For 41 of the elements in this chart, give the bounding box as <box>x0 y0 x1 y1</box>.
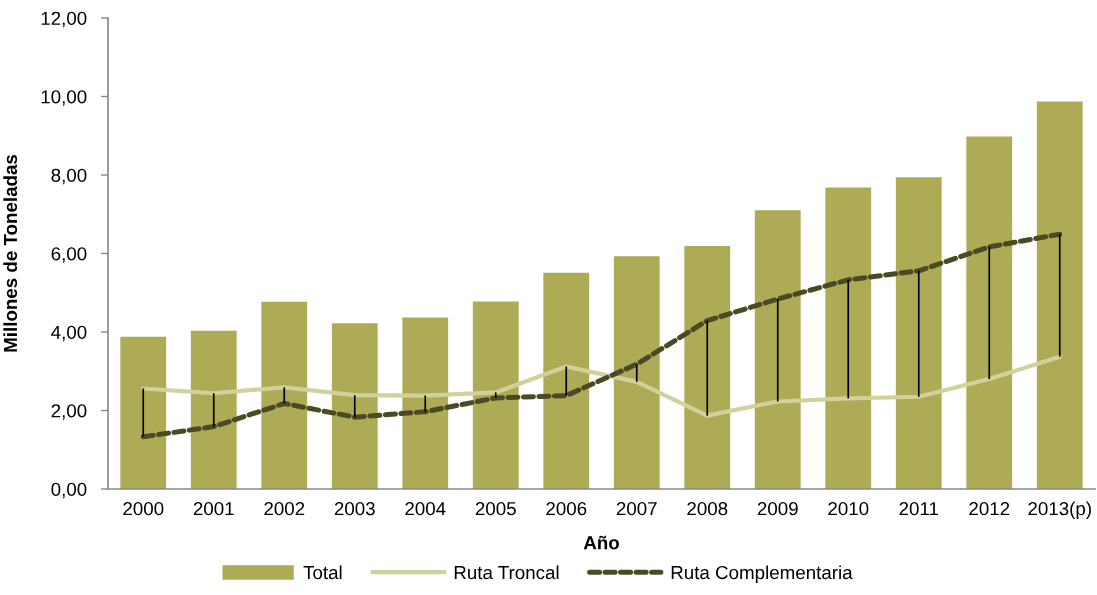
x-axis-title: Año <box>583 535 619 550</box>
y-axis-title: Millones de Toneladas <box>3 154 18 352</box>
bar <box>190 330 237 489</box>
bar <box>613 256 660 489</box>
x-tick-label: 2004 <box>405 502 446 516</box>
bar <box>543 272 590 489</box>
bar <box>261 301 308 489</box>
bar <box>1036 101 1083 489</box>
legend-label: Total <box>303 565 342 580</box>
x-tick-label: 2008 <box>687 502 728 516</box>
x-tick-label: 2011 <box>899 502 938 516</box>
y-tick-label: 0,00 <box>51 482 87 499</box>
legend-label: Ruta Troncal <box>454 565 559 580</box>
y-tick-label: 4,00 <box>51 325 87 342</box>
x-tick-label: 2009 <box>757 502 798 516</box>
y-tick-label: 2,00 <box>51 404 87 420</box>
y-tick-label: 10,00 <box>41 90 87 106</box>
bar <box>331 323 378 489</box>
legend-label: Ruta Complementaria <box>671 565 853 583</box>
x-tick-label: 2010 <box>828 502 869 516</box>
y-tick-label: 12,00 <box>41 11 87 28</box>
x-tick-label: 2007 <box>616 502 657 516</box>
x-tick-label: 2005 <box>475 502 516 516</box>
bar <box>120 336 167 489</box>
x-tick-label: 2002 <box>264 502 305 516</box>
x-tick-label: 2001 <box>193 502 234 516</box>
x-tick-label: 2000 <box>123 502 164 516</box>
bar <box>754 210 801 489</box>
x-tick-label: 2013(p) <box>1028 501 1091 519</box>
bar <box>966 136 1013 489</box>
line-series <box>141 354 1062 418</box>
bar <box>684 246 731 489</box>
bar <box>825 187 872 489</box>
x-tick-label: 2006 <box>546 502 587 516</box>
y-tick-label: 6,00 <box>51 247 87 263</box>
bar <box>402 317 449 489</box>
x-tick-label: 2012 <box>969 502 1010 516</box>
bar <box>895 177 942 489</box>
bar <box>472 301 519 489</box>
y-tick-label: 8,00 <box>51 168 87 185</box>
x-tick-label: 2003 <box>334 502 375 516</box>
